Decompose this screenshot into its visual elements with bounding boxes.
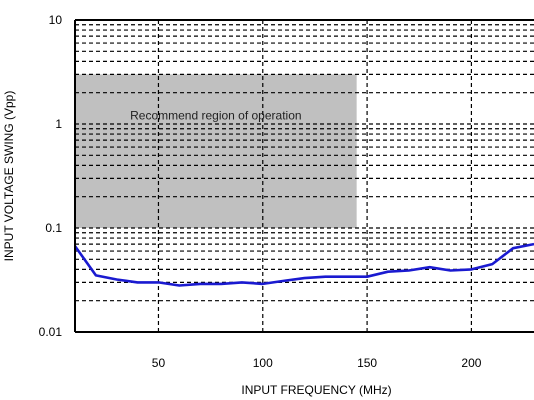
y-tick-label: 0.01 bbox=[39, 325, 63, 339]
grid-layer bbox=[75, 20, 534, 332]
series-layer bbox=[73, 242, 534, 287]
x-tick-label: 100 bbox=[253, 356, 273, 370]
x-tick-label: 200 bbox=[461, 356, 481, 370]
label-layer: 50 100 150 200 0.01 0.1 1 10 INPUT FREQUENCY (MH… bbox=[2, 13, 482, 397]
region-label: Recommend region of operation bbox=[130, 109, 301, 123]
y-axis-title: INPUT VOLTAGE SWING (Vpp) bbox=[2, 91, 16, 262]
y-tick-label: 0.1 bbox=[45, 221, 62, 235]
region-layer bbox=[75, 74, 357, 228]
recommended-region bbox=[75, 74, 357, 228]
x-axis-title: INPUT FREQUENCY (MHz) bbox=[241, 383, 391, 397]
axis-layer bbox=[74, 19, 534, 333]
x-tick-label: 150 bbox=[357, 356, 377, 370]
series-line bbox=[73, 242, 534, 287]
x-tick-label: 50 bbox=[152, 356, 166, 370]
y-tick-label: 1 bbox=[55, 117, 62, 131]
y-tick-label: 10 bbox=[49, 13, 63, 27]
